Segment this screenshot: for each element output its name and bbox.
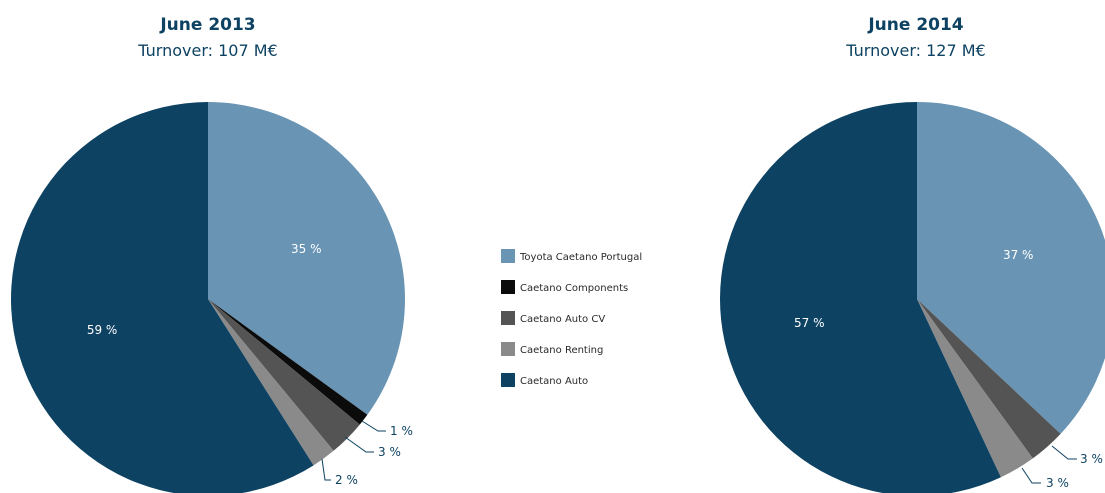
legend-swatch-caetano-components — [501, 280, 515, 294]
callout-label-autocv-2014: 3 % — [1080, 452, 1103, 466]
chart-2014-subtitle: Turnover: 127 M€ — [845, 41, 985, 60]
legend-label-caetano-auto-cv: Caetano Auto CV — [520, 314, 605, 325]
callouts-2013: 1 % 3 % 2 % — [321, 420, 413, 487]
slice-label-toyota-caetano-portugal-2013: 35 % — [291, 242, 322, 256]
legend-label-caetano-auto: Caetano Auto — [520, 376, 588, 387]
legend-label-caetano-components: Caetano Components — [520, 283, 628, 294]
pie-slice-caetano-renting-2014 — [917, 299, 1033, 478]
pie-slice-caetano-auto-cv-2014 — [917, 299, 1061, 459]
callout-leader-renting-2014 — [1021, 467, 1041, 484]
callout-label-autocv-2013: 3 % — [378, 445, 401, 459]
slice-label-toyota-caetano-portugal-2014: 37 % — [1003, 248, 1034, 262]
callout-leader-renting-2013 — [321, 458, 331, 481]
pie-slice-caetano-auto-2013 — [11, 102, 314, 493]
chart-legend: Toyota Caetano Portugal Caetano Component… — [501, 249, 642, 387]
callout-leader-autocv-2013 — [344, 436, 374, 453]
callouts-2014: 3 % 3 % — [1021, 445, 1103, 490]
legend-swatch-toyota-caetano-portugal — [501, 249, 515, 263]
pie-slice-toyota-caetano-portugal-2014 — [917, 102, 1105, 434]
pie-slice-toyota-caetano-portugal-2013 — [208, 102, 405, 415]
legend-label-caetano-renting: Caetano Renting — [520, 345, 603, 356]
pie-slice-caetano-components-2013 — [208, 299, 368, 425]
legend-swatch-caetano-auto-cv — [501, 311, 515, 325]
legend-swatch-caetano-renting — [501, 342, 515, 356]
callout-leader-components-2013 — [361, 420, 386, 432]
legend-label-toyota-caetano-portugal: Toyota Caetano Portugal — [519, 252, 642, 263]
callout-label-components-2013: 1 % — [390, 424, 413, 438]
pie-slice-caetano-renting-2013 — [208, 299, 334, 466]
legend-swatch-caetano-auto — [501, 373, 515, 387]
pie-slice-caetano-auto-cv-2013 — [208, 299, 360, 451]
callout-leader-autocv-2014 — [1051, 445, 1077, 460]
slice-label-caetano-auto-2013: 59 % — [87, 323, 118, 337]
callout-label-renting-2013: 2 % — [335, 473, 358, 487]
chart-2014-title: June 2014 — [867, 15, 963, 35]
chart-2013-title: June 2013 — [159, 15, 255, 35]
callout-label-renting-2014: 3 % — [1046, 476, 1069, 490]
pie-slice-caetano-auto-2014 — [720, 102, 1001, 493]
slice-label-caetano-auto-2014: 57 % — [794, 316, 825, 330]
pie-chart-2013: 35 % 59 % — [11, 102, 405, 493]
chart-2013-subtitle: Turnover: 107 M€ — [137, 41, 277, 60]
pie-chart-2014: 37 % 57 % — [720, 102, 1105, 493]
